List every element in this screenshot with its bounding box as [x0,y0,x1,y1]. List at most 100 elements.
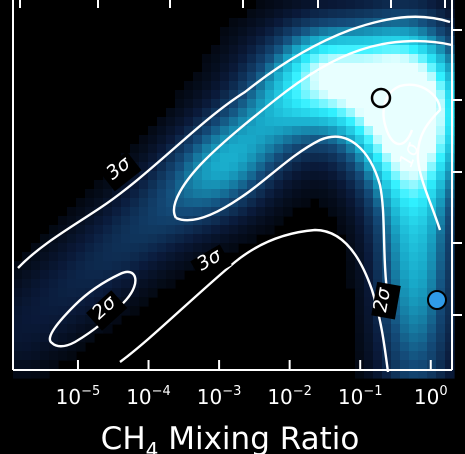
heatmap-cell [427,234,437,244]
heatmap-cell [238,27,248,37]
heatmap-cell [220,234,230,244]
heatmap-cell [409,225,419,235]
heatmap-cell [274,135,284,145]
contour-1sigma [382,83,442,231]
heatmap-cell [193,207,203,217]
heatmap-cell [391,54,401,64]
heatmap-cell [445,288,455,298]
heatmap-cell [364,135,374,145]
heatmap-cell [346,270,356,280]
heatmap-cell [256,81,266,91]
heatmap-cell [319,144,329,154]
heatmap-cell [409,144,419,154]
heatmap-cell [436,216,446,226]
heatmap-cell [391,135,401,145]
heatmap-cell [238,171,248,181]
heatmap-cell [292,9,302,19]
heatmap-cell [319,99,329,109]
heatmap-cell [49,243,59,253]
heatmap-cell [328,135,338,145]
heatmap-cell [400,315,410,325]
heatmap-cell [94,180,104,190]
heatmap-cell [427,198,437,208]
heatmap-cell [427,63,437,73]
heatmap-cell [94,261,104,271]
heatmap-cell [445,324,455,334]
heatmap-cell [274,198,284,208]
heatmap-cell [256,63,266,73]
heatmap-cell [409,261,419,271]
heatmap-cell [130,261,140,271]
heatmap-cell [103,243,113,253]
heatmap-cell [238,36,248,46]
heatmap-cell [418,252,428,262]
heatmap-cell [193,243,203,253]
heatmap-cell [175,207,185,217]
heatmap-cell [418,342,428,352]
heatmap-cell [229,108,239,118]
heatmap-cell [112,225,122,235]
heatmap-cell [364,315,374,325]
heatmap-cell [391,216,401,226]
heatmap-cell [67,324,77,334]
heatmap-cell [220,81,230,91]
heatmap-cell [319,90,329,100]
heatmap-cell [247,171,257,181]
heatmap-cell [256,126,266,136]
heatmap-cell [166,153,176,163]
heatmap-cell [418,234,428,244]
heatmap-cell [49,270,59,280]
heatmap-cell [355,108,365,118]
heatmap-cell [355,225,365,235]
heatmap-cell [373,36,383,46]
heatmap-cell [373,153,383,163]
heatmap-cell [427,81,437,91]
heatmap-cell [49,360,59,370]
heatmap-cell [121,270,131,280]
heatmap-cell [220,135,230,145]
heatmap-cell [256,72,266,82]
heatmap-cell [409,9,419,19]
heatmap-cell [76,225,86,235]
heatmap-cell [157,225,167,235]
heatmap-cell [436,243,446,253]
heatmap-cell [121,189,131,199]
heatmap-cell [247,99,257,109]
heatmap-cell [319,171,329,181]
heatmap-cell [31,261,41,271]
heatmap-cell [400,27,410,37]
heatmap-cell [157,261,167,271]
heatmap-cell [409,63,419,73]
heatmap-cell [103,279,113,289]
heatmap-cell [112,234,122,244]
heatmap-cell [40,279,50,289]
heatmap-cell [49,306,59,316]
heatmap-cell [31,360,41,370]
heatmap-cell [274,171,284,181]
heatmap-cell [130,207,140,217]
heatmap-cell [346,9,356,19]
heatmap-cell [202,144,212,154]
heatmap-cell [364,207,374,217]
heatmap-cell [409,198,419,208]
heatmap-cell [346,180,356,190]
heatmap-cell [400,189,410,199]
heatmap-cell [418,189,428,199]
heatmap-cell [427,135,437,145]
heatmap-cell [220,126,230,136]
heatmap-cell [103,252,113,262]
heatmap-cell [13,261,23,271]
heatmap-cell [427,207,437,217]
heatmap-cell [220,90,230,100]
contour-2sigma-middle [172,39,453,219]
heatmap-cell [40,297,50,307]
heatmap-cell [220,36,230,46]
heatmap-cell [184,180,194,190]
heatmap-cell [202,189,212,199]
heatmap-cell [40,288,50,298]
heatmap-cell [292,18,302,28]
heatmap-cell [301,108,311,118]
heatmap-cell [382,342,392,352]
heatmap-cell [409,315,419,325]
heatmap-cell [418,207,428,217]
